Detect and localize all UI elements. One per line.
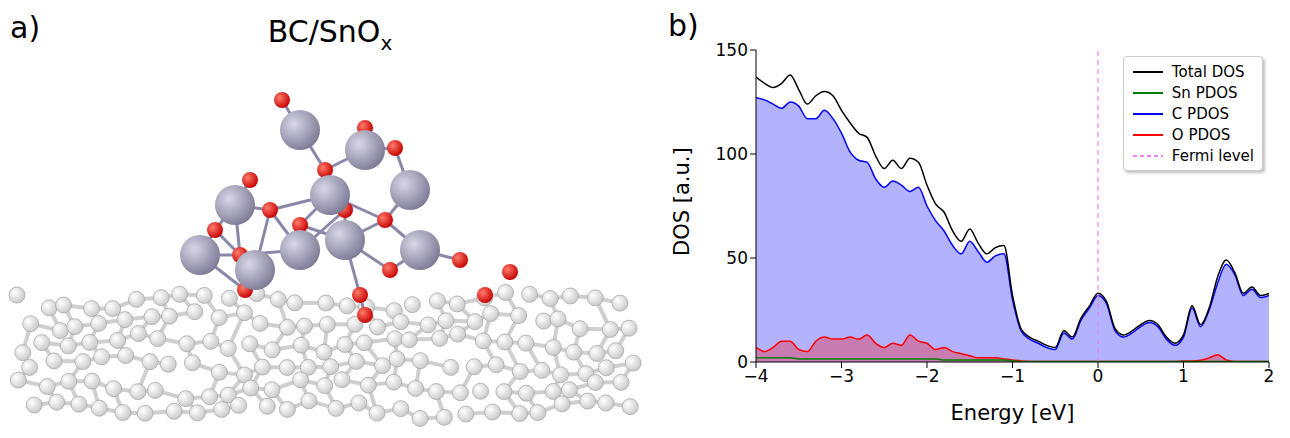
svg-text:0: 0 <box>737 352 748 372</box>
svg-text:a): a) <box>10 10 40 45</box>
html-text:O PDOS: O PDOS <box>1171 125 1231 144</box>
svg-text:−3: −3 <box>829 366 854 386</box>
html-text:C PDOS: C PDOS <box>1171 104 1229 123</box>
svg-text:BC/SnOx: BC/SnOx <box>268 14 393 55</box>
svg-text:0: 0 <box>1093 366 1104 386</box>
html-text:Sn PDOS: Sn PDOS <box>1171 83 1238 102</box>
svg-text:2: 2 <box>1264 366 1275 386</box>
html-text:Total DOS: Total DOS <box>1171 62 1245 81</box>
svg-text:150: 150 <box>716 40 748 60</box>
svg-text:1: 1 <box>1178 366 1189 386</box>
svg-text:Energy [eV]: Energy [eV] <box>951 401 1075 425</box>
svg-text:DOS [a.u.]: DOS [a.u.] <box>670 147 694 256</box>
svg-text:50: 50 <box>726 248 748 268</box>
svg-text:−1: −1 <box>1000 366 1025 386</box>
html-text:b): b) <box>668 8 699 43</box>
svg-text:−2: −2 <box>914 366 939 386</box>
svg-text:100: 100 <box>716 144 748 164</box>
svg-text:−4: −4 <box>743 366 769 387</box>
html-text:Fermi level: Fermi level <box>1171 146 1254 165</box>
